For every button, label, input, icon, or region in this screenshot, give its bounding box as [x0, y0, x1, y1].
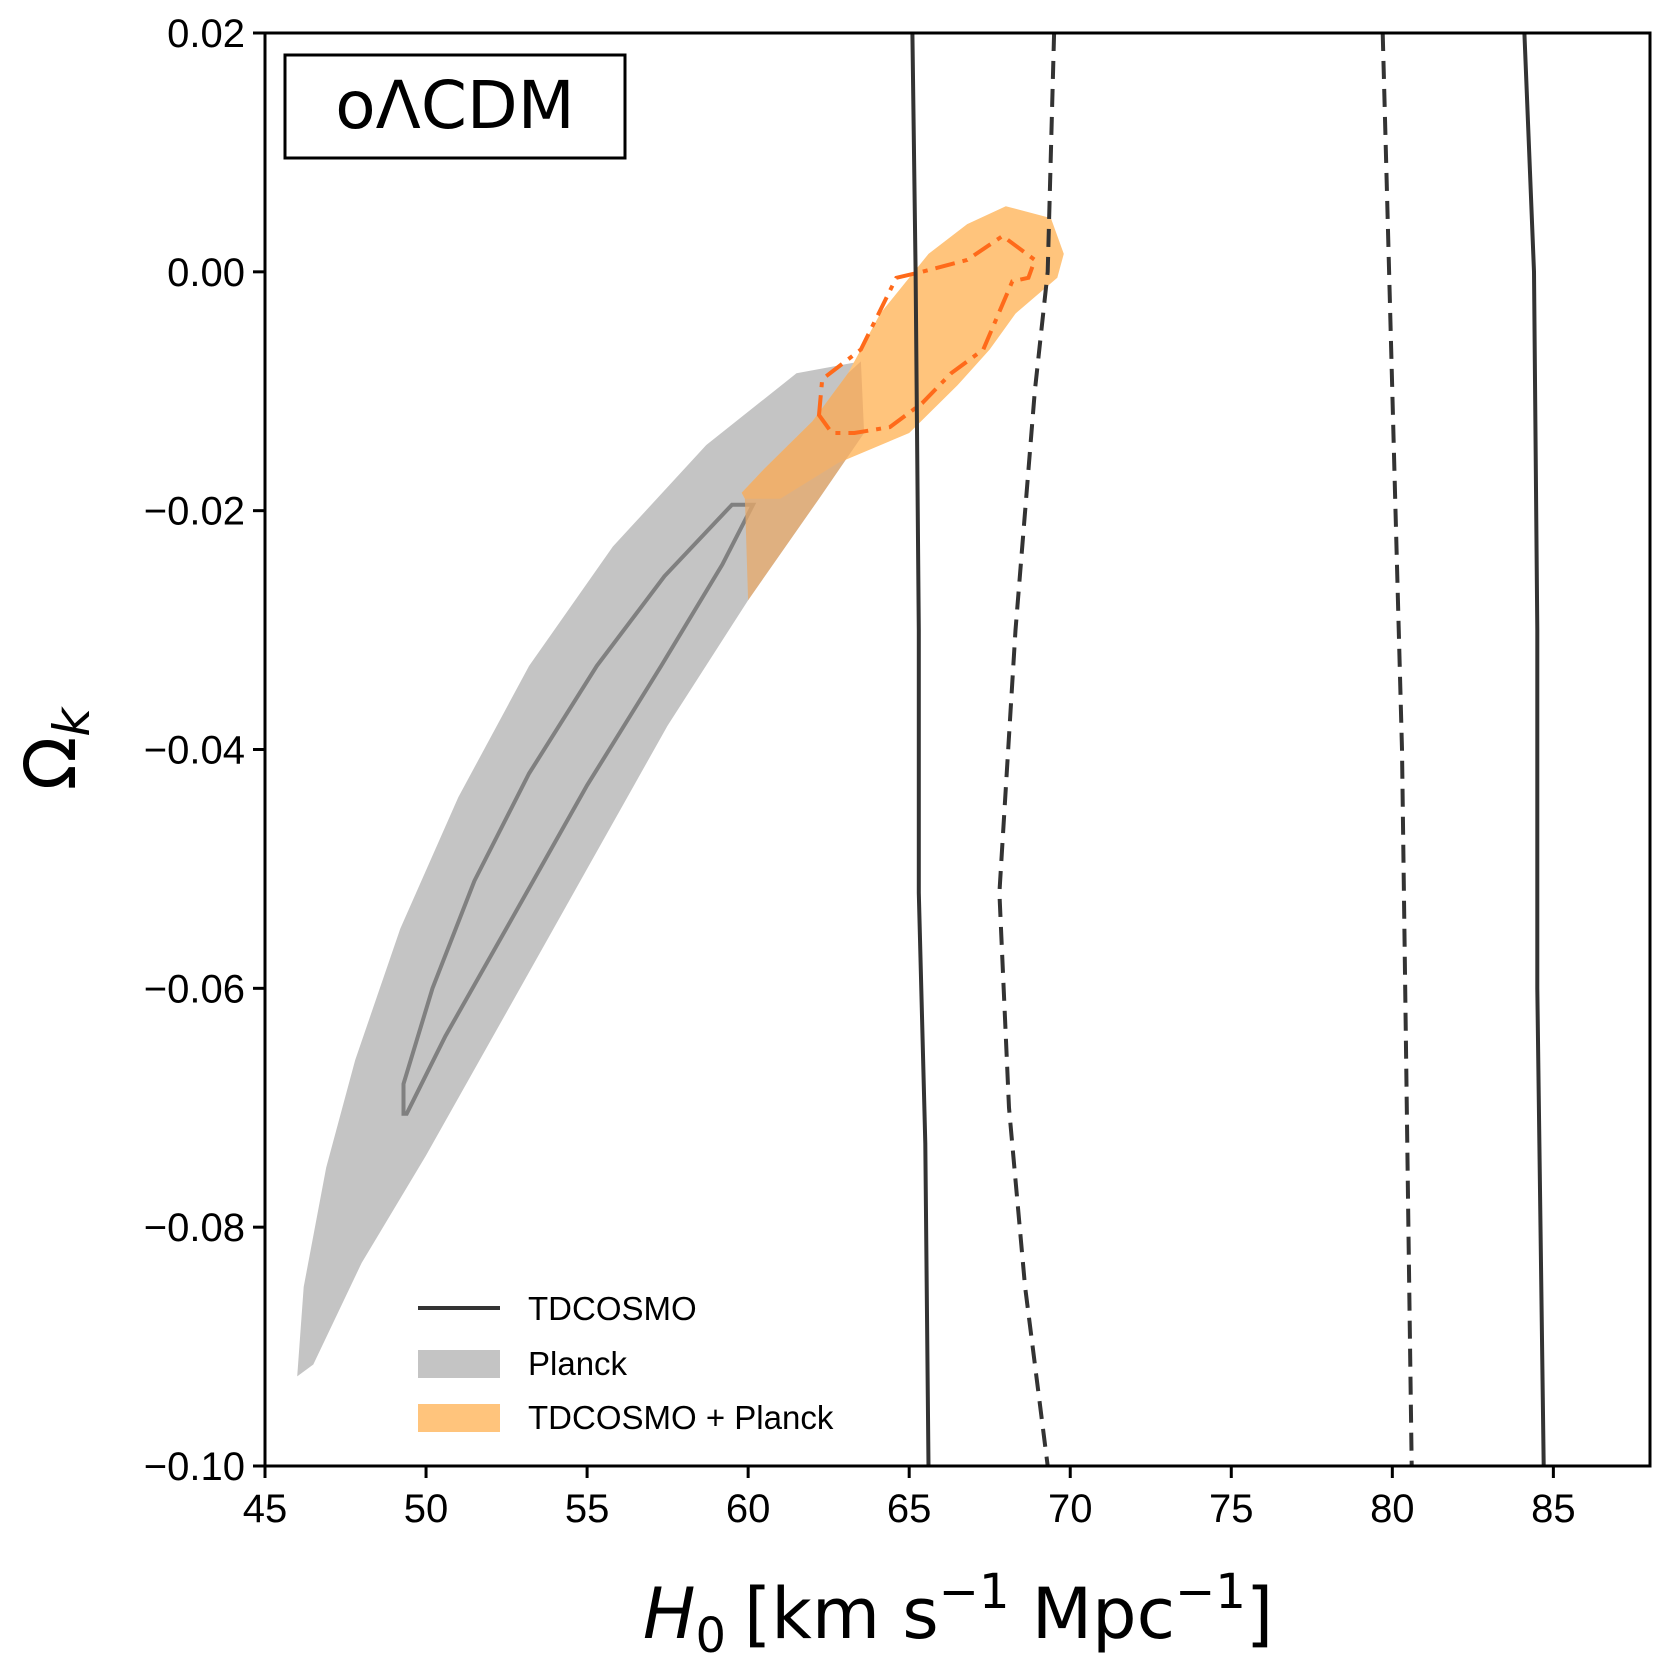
- x-axis: 45 50 55 60 65 70 75 80 85: [243, 1466, 1576, 1531]
- y-tick-label: −0.04: [144, 729, 245, 773]
- legend-label-tdcosmo: TDCOSMO: [528, 1290, 697, 1327]
- legend-label-combined: TDCOSMO + Planck: [528, 1399, 834, 1436]
- x-tick-label: 45: [243, 1487, 288, 1531]
- tdcosmo-solid-right: [1522, 33, 1546, 1466]
- legend-swatch-combined: [418, 1404, 500, 1432]
- planck-inner-contour: [401, 502, 757, 1116]
- tdcosmo-solid-left: [910, 33, 931, 1466]
- model-title: oΛCDM: [335, 67, 574, 144]
- y-tick-label: 0.00: [167, 251, 245, 295]
- x-tick-label: 55: [565, 1487, 610, 1531]
- legend-swatch-planck: [418, 1350, 500, 1378]
- x-tick-label: 50: [404, 1487, 449, 1531]
- x-tick-label: 85: [1531, 1487, 1576, 1531]
- y-tick-label: −0.06: [144, 967, 245, 1011]
- x-tick-label: 80: [1370, 1487, 1415, 1531]
- y-axis-label: Ωk: [10, 706, 101, 791]
- y-tick-label: −0.10: [144, 1445, 245, 1489]
- x-axis-label: H0 [km s−1 Mpc−1]: [643, 1564, 1273, 1661]
- legend: TDCOSMO Planck TDCOSMO + Planck: [418, 1290, 834, 1436]
- x-tick-label: 60: [726, 1487, 771, 1531]
- x-tick-label: 75: [1209, 1487, 1254, 1531]
- y-axis: 0.02 0.00 −0.02 −0.04 −0.06 −0.08 −0.10: [144, 12, 265, 1489]
- x-tick-label: 70: [1048, 1487, 1093, 1531]
- y-tick-label: −0.08: [144, 1206, 245, 1250]
- y-tick-label: −0.02: [144, 490, 245, 534]
- x-tick-label: 65: [887, 1487, 932, 1531]
- tdcosmo-dashed-left: [997, 33, 1057, 1466]
- model-title-box: oΛCDM: [283, 53, 627, 160]
- tdcosmo-dashed-right: [1380, 33, 1414, 1466]
- plot-area: [297, 33, 1546, 1466]
- combined-inner-contour: [816, 233, 1038, 435]
- y-tick-label: 0.02: [167, 12, 245, 56]
- legend-label-planck: Planck: [528, 1345, 628, 1382]
- overlap-region: [741, 361, 865, 601]
- planck-contour-fill: [297, 361, 865, 1377]
